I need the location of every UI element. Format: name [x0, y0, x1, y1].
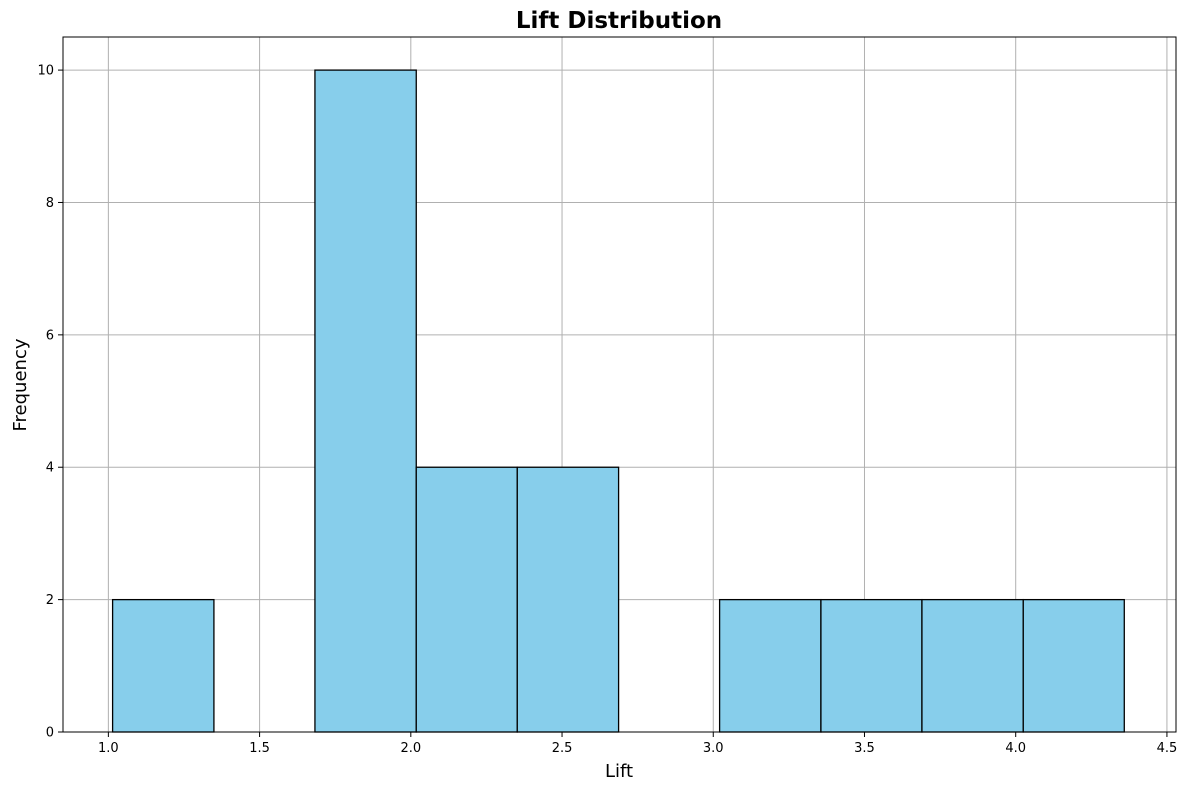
histogram-bar — [921, 598, 1024, 733]
grid-layer — [63, 37, 1176, 733]
y-axis-label: Frequency — [10, 338, 31, 431]
y-tick-label: 2 — [46, 593, 54, 608]
x-tick-label: 3.5 — [854, 741, 875, 756]
y-tick-label: 0 — [46, 726, 54, 741]
y-tick-label: 10 — [37, 64, 54, 79]
histogram-bar — [111, 598, 215, 733]
histogram-bar — [1022, 598, 1125, 733]
y-tick-label: 8 — [46, 196, 54, 211]
ticks-layer: 1.0 1.5 2.0 2.5 3.0 3.5 4.0 4.5 0 2 4 6 8 10 — [37, 64, 1177, 756]
histogram-bar — [415, 466, 518, 733]
x-tick-label: 2.0 — [400, 741, 421, 756]
x-tick-label: 1.0 — [98, 741, 119, 756]
bars-layer — [111, 69, 1125, 733]
histogram-bar — [820, 598, 923, 733]
x-tick-label: 3.0 — [703, 741, 724, 756]
histogram-bar — [718, 598, 822, 733]
histogram-bar — [314, 69, 417, 733]
histogram-bar — [516, 466, 620, 733]
axes-frame-layer — [62, 36, 1177, 733]
chart-title: Lift Distribution — [516, 8, 722, 34]
x-tick-label: 1.5 — [249, 741, 270, 756]
y-tick-label: 6 — [46, 328, 54, 343]
y-tick-label: 4 — [46, 461, 54, 476]
x-tick-label: 4.5 — [1157, 741, 1178, 756]
x-tick-label: 2.5 — [552, 741, 573, 756]
axes-frame — [62, 36, 1177, 733]
x-axis-label: Lift — [605, 761, 633, 782]
x-tick-label: 4.0 — [1005, 741, 1026, 756]
